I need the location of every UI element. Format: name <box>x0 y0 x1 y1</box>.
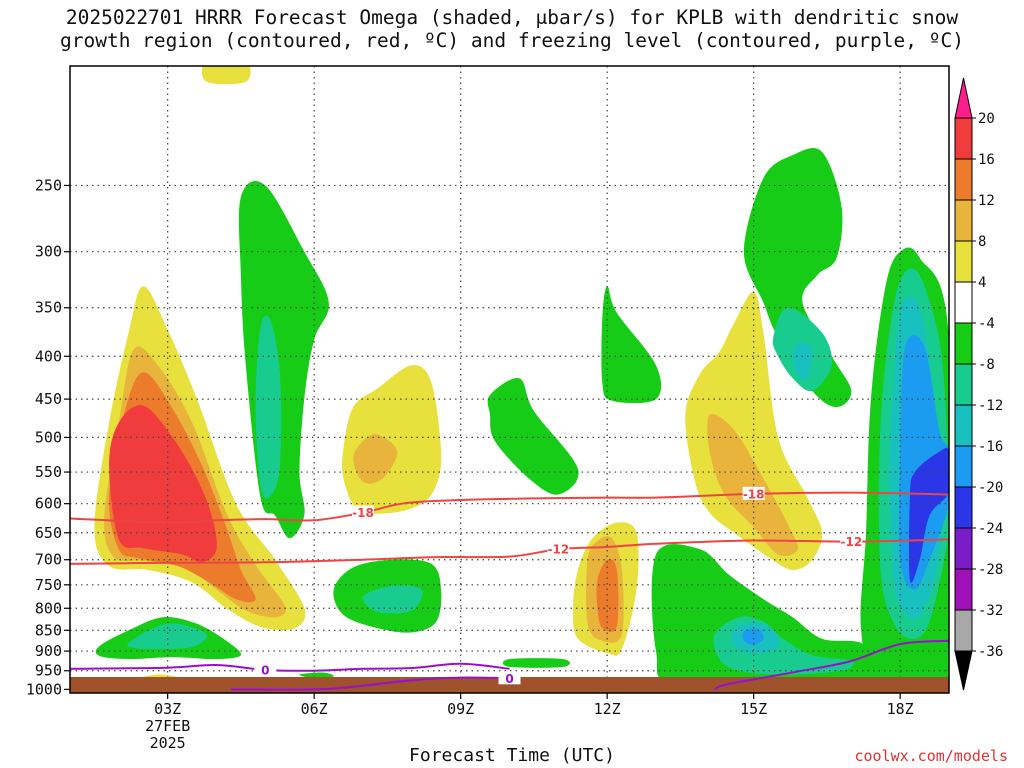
y-tick-label-6: 550 <box>35 463 62 481</box>
y-tick-label-8: 650 <box>35 524 62 542</box>
x-axis: 27FEB 2025 03Z 06Z 09Z 12Z 15Z 18Z <box>145 693 914 752</box>
colorbar-swatch-9 <box>954 486 973 529</box>
plot-frame <box>69 65 950 694</box>
omega-area-31 <box>127 623 208 650</box>
y-tick-label-10: 750 <box>35 576 62 594</box>
colorbar-swatch-7 <box>954 404 973 447</box>
y-tick-label-3: 400 <box>35 347 62 365</box>
freezing-level-line-1 <box>231 676 510 691</box>
x-tick-label-5: 18Z <box>887 700 914 718</box>
omega-area-12 <box>601 286 662 404</box>
colorbar-swatch-5 <box>954 322 973 365</box>
chart-title: 2025022701 HRRR Forecast Omega (shaded, … <box>0 6 1024 52</box>
dendritic-contour-1-label-bg-0 <box>547 542 570 556</box>
colorbar-label-9: -20 <box>978 480 1003 496</box>
colorbar-swatch-10 <box>954 527 973 570</box>
y-axis: 250 300 350 400 450 500 550 600 650 700 750 800 850 9… <box>26 176 70 698</box>
colorbar-label-4: 4 <box>978 275 986 291</box>
omega-area-24 <box>742 628 764 646</box>
colorbar-label-0: 20 <box>978 111 995 127</box>
freezing-level-line-2 <box>714 639 949 691</box>
omega-area-29 <box>908 447 949 583</box>
colorbar-swatch-11 <box>954 568 973 611</box>
y-tick-label-5: 500 <box>35 428 62 446</box>
dendritic-contour-0-label-1: -18 <box>743 487 765 501</box>
freezing-level-line-0 <box>70 662 510 672</box>
colorbar-label-11: -28 <box>978 562 1003 578</box>
omega-shading <box>94 66 949 693</box>
colorbar-swatch-0 <box>954 117 973 160</box>
omega-area-0 <box>201 66 251 85</box>
colorbar-swatch-1 <box>954 158 973 201</box>
omega-area-4 <box>109 405 217 563</box>
freezing-level-line-1-label-0: 0 <box>505 672 513 686</box>
omega-area-18 <box>743 147 852 408</box>
y-tick-label-15: 1000 <box>26 680 62 698</box>
colorbar-swatch-2 <box>954 199 973 242</box>
x-date-label-year: 2025 <box>150 734 186 752</box>
colorbar-label-3: 8 <box>978 234 986 250</box>
omega-area-16 <box>685 291 823 571</box>
y-tick-label-11: 800 <box>35 599 62 617</box>
y-tick-label-9: 700 <box>35 551 62 569</box>
x-tick-label-2: 09Z <box>447 700 474 718</box>
freezing-level-line-0-label-0: 0 <box>261 663 269 677</box>
omega-area-8 <box>353 434 398 484</box>
dendritic-contour-0-label-0: -18 <box>352 506 374 520</box>
y-tick-label-14: 950 <box>35 662 62 680</box>
omega-area-11 <box>487 377 579 495</box>
colorbar-label-12: -32 <box>978 603 1003 619</box>
colorbar-swatch-4 <box>954 281 973 324</box>
credit-link[interactable]: coolwx.com/models <box>854 747 1008 765</box>
freezing-level-line-1-label-bg-0 <box>498 671 521 685</box>
dendritic-contour-0-label-bg-1 <box>742 486 765 500</box>
colorbar-bottom-arrow <box>954 650 973 691</box>
colorbar-swatch-3 <box>954 240 973 283</box>
x-tick-label-4: 15Z <box>740 700 767 718</box>
colorbar-legend: 20 16 12 8 4 -4 -8 -12 -16 -20 -24 -28 -32 -36 <box>954 77 1003 691</box>
omega-area-10 <box>362 585 423 614</box>
omega-area-6 <box>255 315 282 499</box>
x-date-label-day: 27FEB <box>145 717 190 735</box>
x-tick-label-0: 03Z <box>154 700 181 718</box>
colorbar-label-1: 16 <box>978 152 995 168</box>
y-tick-label-4: 450 <box>35 390 62 408</box>
colorbar-swatch-6 <box>954 363 973 406</box>
colorbar-label-2: 12 <box>978 193 995 209</box>
colorbar-label-8: -16 <box>978 439 1003 455</box>
title-line-2: growth region (contoured, red, ºC) and f… <box>60 29 964 52</box>
colorbar-label-13: -36 <box>978 644 1003 660</box>
dendritic-contour-1-label-1: -12 <box>840 535 862 549</box>
y-tick-label-7: 600 <box>35 495 62 513</box>
omega-area-17 <box>707 414 798 556</box>
title-line-1: 2025022701 HRRR Forecast Omega (shaded, … <box>65 6 959 29</box>
omega-area-21 <box>651 544 873 689</box>
y-tick-label-13: 900 <box>35 642 62 660</box>
y-tick-label-1: 300 <box>35 243 62 261</box>
x-tick-label-1: 06Z <box>301 700 328 718</box>
omega-area-34 <box>502 658 570 668</box>
freezing-level-line-0-label-bg-0 <box>254 662 277 676</box>
x-axis-label: Forecast Time (UTC) <box>409 745 615 766</box>
x-tick-label-3: 12Z <box>594 700 621 718</box>
y-tick-label-0: 250 <box>35 176 62 194</box>
dendritic-contour-1-label-0: -12 <box>547 543 569 557</box>
colorbar-label-5: -4 <box>978 316 995 332</box>
dendritic-contour-1 <box>70 538 949 565</box>
omega-area-33 <box>299 672 334 679</box>
colorbar-label-10: -24 <box>978 521 1003 537</box>
colorbar-label-6: -8 <box>978 357 995 373</box>
colorbar-top-arrow <box>954 77 973 119</box>
colorbar-swatch-8 <box>954 445 973 488</box>
dendritic-contour-1-label-bg-1 <box>840 534 863 548</box>
omega-area-20 <box>792 342 813 380</box>
y-tick-label-12: 850 <box>35 621 62 639</box>
colorbar-label-7: -12 <box>978 398 1003 414</box>
dendritic-contour-0-label-bg-0 <box>352 505 374 519</box>
y-tick-label-2: 350 <box>35 299 62 317</box>
colorbar-swatch-12 <box>954 609 973 652</box>
temperature-contours: -18 -18 -12 -12 0 0 <box>70 486 949 691</box>
